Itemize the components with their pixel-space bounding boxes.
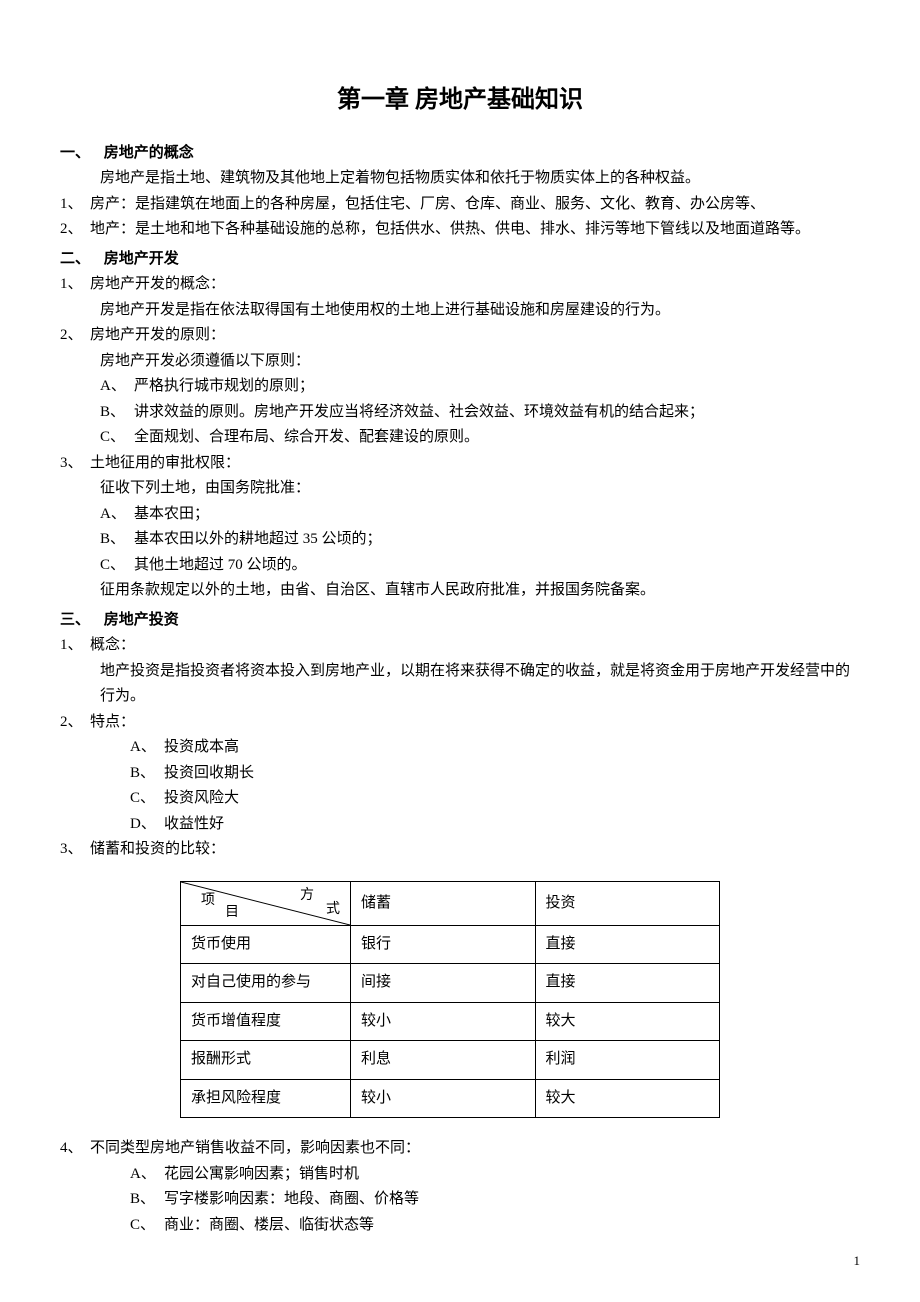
section-2-header: 二、 房地产开发: [60, 247, 860, 273]
s3-item-4-a: A、花园公寓影响因素；销售时机: [60, 1162, 860, 1188]
page-title: 第一章 房地产基础知识: [60, 80, 860, 121]
s1-item-2-text: 地产：是土地和地下各种基础设施的总称，包括供水、供热、供电、排水、排污等地下管线…: [90, 217, 860, 243]
section-1-heading: 房地产的概念: [104, 145, 194, 161]
s2-item-1: 1、 房地产开发的概念：: [60, 272, 860, 298]
s3-item-2-b: B、投资回收期长: [60, 761, 860, 787]
s2-item-3-b: B、基本农田以外的耕地超过 35 公顷的；: [60, 527, 860, 553]
section-3-num: 三、: [60, 608, 100, 634]
s3-item-4-b: B、写字楼影响因素：地段、商圈、价格等: [60, 1187, 860, 1213]
page-number: 1: [854, 1250, 861, 1272]
s2-item-3: 3、 土地征用的审批权限：: [60, 451, 860, 477]
table-row: 货币增值程度较小较大: [181, 1002, 720, 1041]
section-3-header: 三、 房地产投资: [60, 608, 860, 634]
s2-item-2-b: B、讲求效益的原则。房地产开发应当将经济效益、社会效益、环境效益有机的结合起来；: [60, 400, 860, 426]
table-col-1: 储蓄: [351, 881, 536, 925]
section-2-heading: 房地产开发: [104, 251, 179, 267]
comparison-table: 方 式 项 目 储蓄 投资 货币使用银行直接 对自己使用的参与间接直接 货币增值…: [180, 881, 720, 1119]
table-col-2: 投资: [535, 881, 720, 925]
section-1-intro: 房地产是指土地、建筑物及其他地上定着物包括物质实体和依托于物质实体上的各种权益。: [60, 166, 860, 192]
s3-item-4-c: C、商业：商圈、楼层、临街状态等: [60, 1213, 860, 1239]
section-3-heading: 房地产投资: [104, 612, 179, 628]
table-row: 承担风险程度较小较大: [181, 1079, 720, 1118]
s3-item-2: 2、 特点：: [60, 710, 860, 736]
s2-item-3-body: 征收下列土地，由国务院批准：: [60, 476, 860, 502]
s3-item-3: 3、 储蓄和投资的比较：: [60, 837, 860, 863]
s2-item-2: 2、 房地产开发的原则：: [60, 323, 860, 349]
s1-item-2: 2、 地产：是土地和地下各种基础设施的总称，包括供水、供热、供电、排水、排污等地…: [60, 217, 860, 243]
s1-item-1-num: 1、: [60, 192, 90, 218]
s2-item-1-body: 房地产开发是指在依法取得国有土地使用权的土地上进行基础设施和房屋建设的行为。: [60, 298, 860, 324]
table-row: 报酬形式利息利润: [181, 1041, 720, 1080]
s2-item-2-c: C、全面规划、合理布局、综合开发、配套建设的原则。: [60, 425, 860, 451]
s2-item-2-body: 房地产开发必须遵循以下原则：: [60, 349, 860, 375]
table-diagonal-header: 方 式 项 目: [181, 881, 351, 925]
s2-item-2-a: A、严格执行城市规划的原则；: [60, 374, 860, 400]
s1-item-1: 1、 房产：是指建筑在地面上的各种房屋，包括住宅、厂房、仓库、商业、服务、文化、…: [60, 192, 860, 218]
s2-item-3-c: C、其他土地超过 70 公顷的。: [60, 553, 860, 579]
s1-item-1-text: 房产：是指建筑在地面上的各种房屋，包括住宅、厂房、仓库、商业、服务、文化、教育、…: [90, 192, 860, 218]
table-row: 对自己使用的参与间接直接: [181, 964, 720, 1003]
section-1-header: 一、 房地产的概念: [60, 141, 860, 167]
table-row: 货币使用银行直接: [181, 925, 720, 964]
section-1-num: 一、: [60, 141, 100, 167]
s3-item-2-d: D、收益性好: [60, 812, 860, 838]
table-header-row: 方 式 项 目 储蓄 投资: [181, 881, 720, 925]
s1-item-2-num: 2、: [60, 217, 90, 243]
s3-item-2-c: C、投资风险大: [60, 786, 860, 812]
section-2-num: 二、: [60, 247, 100, 273]
s2-item-3-tail: 征用条款规定以外的土地，由省、自治区、直辖市人民政府批准，并报国务院备案。: [60, 578, 860, 604]
s3-item-4: 4、 不同类型房地产销售收益不同，影响因素也不同：: [60, 1136, 860, 1162]
s3-item-1-body: 地产投资是指投资者将资本投入到房地产业，以期在将来获得不确定的收益，就是将资金用…: [60, 659, 860, 710]
s3-item-2-a: A、投资成本高: [60, 735, 860, 761]
s3-item-1: 1、 概念：: [60, 633, 860, 659]
s2-item-3-a: A、基本农田；: [60, 502, 860, 528]
